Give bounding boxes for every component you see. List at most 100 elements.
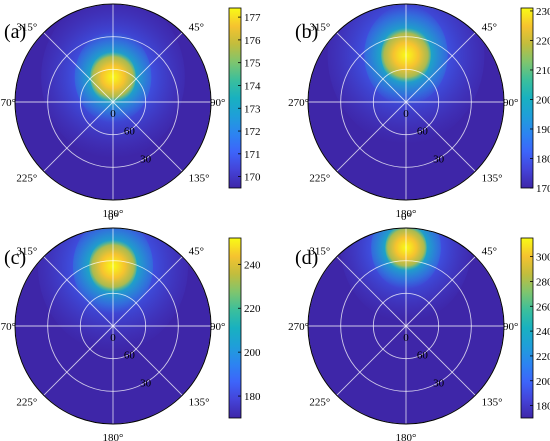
angle-label-90: 90° (503, 321, 518, 333)
grid-spoke (336, 256, 407, 327)
grid-spoke (112, 256, 183, 327)
colorbar-tick-label: 171 (244, 149, 261, 161)
angle-label-0: 0° (108, 211, 118, 223)
panel-a: (a) 0° 45° 90° 135° 180° 225° 270° 315° … (0, 3, 261, 220)
radial-label-30: 30 (140, 378, 152, 390)
radial-label-60: 60 (417, 349, 429, 361)
grid-spoke (43, 325, 114, 396)
colorbar-tick-label: 200 (536, 94, 550, 106)
angle-label-225: 225° (309, 173, 330, 185)
panel-b: (b) 0° 45° 90° 135° 180° 225° 270° 315° … (288, 3, 550, 220)
angle-label-315: 315° (309, 21, 330, 33)
polar-grid (14, 227, 212, 425)
colorbar-tick-label: 180 (244, 391, 261, 403)
grid-spoke (336, 32, 407, 103)
colorbar (520, 7, 534, 189)
colorbar-tick-label: 260 (536, 301, 550, 313)
grid-spoke (336, 101, 407, 172)
radial-label-60: 60 (417, 125, 429, 137)
angle-label-45: 45° (189, 21, 204, 33)
angle-label-315: 315° (16, 21, 37, 33)
angle-label-90: 90° (503, 97, 518, 109)
grid-spoke (43, 101, 114, 172)
polar-border (307, 227, 505, 425)
panel-label: (b) (295, 21, 318, 43)
angle-label-315: 315° (16, 245, 37, 257)
colorbar-tick-label: 210 (536, 65, 550, 77)
polar-border (307, 3, 505, 201)
radial-label-0: 0 (403, 108, 409, 120)
colorbar-tick-label: 173 (244, 103, 261, 115)
colorbar-tick-label: 170 (244, 172, 261, 184)
panel-label: (c) (4, 247, 26, 269)
angle-label-90: 90° (210, 321, 225, 333)
radial-label-60: 60 (124, 349, 136, 361)
angle-label-270: 270° (288, 97, 309, 109)
angle-label-90: 90° (210, 97, 225, 109)
colorbar (520, 237, 534, 419)
polar-border (14, 227, 212, 425)
grid-spoke (43, 32, 114, 103)
colorbar-tick-label: 220 (536, 35, 550, 47)
colorbar-tick-label: 176 (244, 35, 261, 47)
panel-c: (c) 0° 45° 90° 135° 180° 225° 270° 315° … (0, 211, 261, 441)
angle-label-180: 180° (396, 432, 417, 441)
angle-label-45: 45° (189, 245, 204, 257)
polar-grid (307, 3, 505, 201)
colorbar-tick-label: 220 (244, 303, 261, 315)
angle-label-225: 225° (16, 397, 37, 409)
angle-label-135: 135° (189, 173, 210, 185)
angle-label-270: 270° (288, 321, 309, 333)
colorbar-tick-label: 240 (536, 326, 550, 338)
colorbar-tick-label: 175 (244, 58, 261, 70)
angle-label-0: 0° (401, 211, 411, 223)
colorbar-tick-label: 180 (536, 153, 550, 165)
angle-label-270: 270° (0, 97, 16, 109)
angle-label-45: 45° (482, 21, 497, 33)
colorbar-tick-label: 177 (244, 12, 261, 24)
colorbar-tick-label: 170 (536, 183, 550, 195)
colorbar-tick-label: 230 (536, 6, 550, 18)
colorbar-tick-label: 240 (244, 259, 261, 271)
grid-spoke (112, 325, 183, 396)
grid-spoke (405, 256, 476, 327)
grid-spoke (405, 101, 476, 172)
polar-border (14, 3, 212, 201)
polar-grid (14, 3, 212, 201)
angle-label-180: 180° (103, 432, 124, 441)
colorbar-tick-label: 174 (244, 80, 261, 92)
angle-label-180: 180° (396, 208, 417, 220)
angle-label-45: 45° (482, 245, 497, 257)
colorbar-tick-label: 180 (536, 401, 550, 413)
colorbar-tick-label: 280 (536, 276, 550, 288)
panel-label: (d) (295, 247, 318, 269)
radial-label-60: 60 (124, 125, 136, 137)
grid-spoke (405, 32, 476, 103)
angle-label-180: 180° (103, 208, 124, 220)
grid-spoke (43, 256, 114, 327)
angle-label-225: 225° (16, 173, 37, 185)
grid-spoke (405, 325, 476, 396)
colorbar-tick-label: 220 (536, 351, 550, 363)
angle-label-315: 315° (309, 245, 330, 257)
radial-label-30: 30 (433, 154, 445, 166)
grid-spoke (112, 32, 183, 103)
polar-grid (307, 227, 505, 425)
colorbar (228, 7, 242, 189)
colorbar-tick-label: 172 (244, 126, 261, 138)
colorbar-tick-label: 200 (244, 347, 261, 359)
radial-label-0: 0 (110, 108, 116, 120)
panel-d: (d) 0° 45° 90° 135° 180° 225° 270° 315° … (288, 211, 550, 441)
radial-label-30: 30 (140, 154, 152, 166)
colorbar-tick-label: 300 (536, 252, 550, 264)
grid-spoke (336, 325, 407, 396)
angle-label-135: 135° (482, 397, 503, 409)
angle-label-135: 135° (189, 397, 210, 409)
radial-label-30: 30 (433, 378, 445, 390)
colorbar-tick-label: 200 (536, 376, 550, 388)
panel-label: (a) (4, 21, 26, 43)
radial-label-0: 0 (403, 332, 409, 344)
colorbar-tick-label: 190 (536, 124, 550, 136)
colorbar (228, 237, 242, 419)
